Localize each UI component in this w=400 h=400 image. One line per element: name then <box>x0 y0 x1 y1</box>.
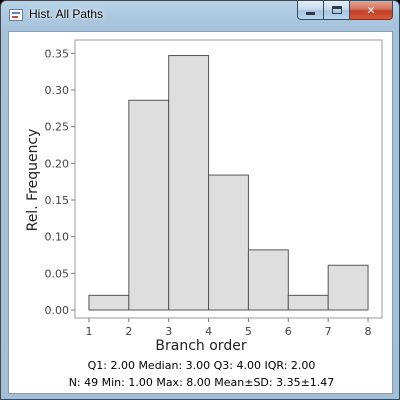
histogram-bar-7 <box>327 264 369 311</box>
histogram-bar-5 <box>247 249 289 311</box>
close-button[interactable]: ✕ <box>349 1 393 20</box>
histogram-bars <box>88 55 369 311</box>
y-axis-label: Rel. Frequency <box>25 129 41 232</box>
close-icon: ✕ <box>366 3 376 17</box>
stats-line-2: N: 49 Min: 1.00 Max: 8.00 Mean±SD: 3.35±… <box>68 376 335 389</box>
y-tick-label: 0.05 <box>45 267 70 280</box>
y-tick-label: 0.25 <box>45 121 70 134</box>
x-tick-label: 7 <box>325 325 332 338</box>
histogram-bar-6 <box>287 294 329 311</box>
y-tick-label: 0.00 <box>45 304 70 317</box>
y-tick-label: 0.20 <box>45 157 70 170</box>
y-tick-label: 0.15 <box>45 194 70 207</box>
histogram-bar-4 <box>208 174 249 311</box>
app-icon <box>9 9 23 21</box>
window-controls: ✕ <box>297 1 393 21</box>
y-tick-label: 0.30 <box>45 84 70 97</box>
chart-panel: 0.00 0.05 0.10 0.15 0.20 0.25 0.30 0.35 1 2 3 4 5 6 7… <box>8 31 393 394</box>
x-axis: 1 2 3 4 5 6 7 8 <box>85 318 372 338</box>
histogram-bar-3 <box>168 55 210 311</box>
x-tick-label: 1 <box>85 325 92 338</box>
x-tick-label: 2 <box>125 325 132 338</box>
stats-line-1: Q1: 2.00 Median: 3.00 Q3: 4.00 IQR: 2.00 <box>87 359 316 372</box>
window-title: Hist. All Paths <box>29 7 104 21</box>
histogram-bar-2 <box>128 99 170 311</box>
x-tick-label: 8 <box>365 325 372 338</box>
title-bar[interactable]: Hist. All Paths ✕ <box>1 1 399 31</box>
maximize-icon <box>331 6 342 14</box>
y-axis: 0.00 0.05 0.10 0.15 0.20 0.25 0.30 0.35 <box>45 47 75 317</box>
histogram-chart: 0.00 0.05 0.10 0.15 0.20 0.25 0.30 0.35 1 2 3 4 5 6 7… <box>25 39 383 354</box>
minimize-icon <box>306 11 315 15</box>
x-axis-label: Branch order <box>155 338 246 354</box>
x-tick-label: 5 <box>245 325 252 338</box>
x-tick-label: 6 <box>285 325 292 338</box>
y-tick-label: 0.35 <box>45 47 70 60</box>
x-tick-label: 4 <box>205 325 212 338</box>
histogram-bar-1 <box>88 294 130 311</box>
minimize-button[interactable] <box>297 1 323 20</box>
maximize-button[interactable] <box>323 1 349 20</box>
y-tick-label: 0.10 <box>45 231 70 244</box>
x-tick-label: 3 <box>165 325 172 338</box>
